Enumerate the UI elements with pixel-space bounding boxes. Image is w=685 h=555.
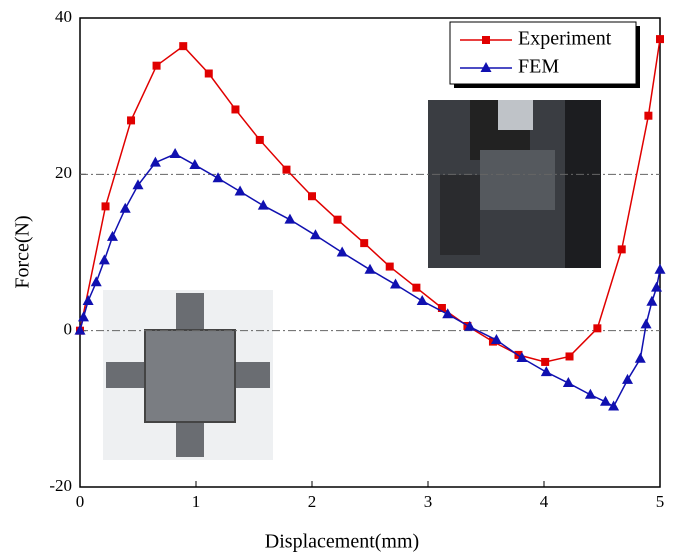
marker xyxy=(644,112,652,120)
marker xyxy=(541,358,549,366)
marker xyxy=(655,264,666,274)
marker xyxy=(231,105,239,113)
marker xyxy=(213,172,224,182)
marker xyxy=(334,216,342,224)
marker xyxy=(258,200,269,210)
marker xyxy=(360,239,368,247)
x-axis-title: Displacement(mm) xyxy=(265,531,419,553)
legend-label: Experiment xyxy=(518,28,612,50)
marker xyxy=(417,295,428,305)
marker xyxy=(635,353,646,363)
marker xyxy=(541,366,552,376)
marker xyxy=(310,229,321,239)
marker xyxy=(656,35,664,43)
marker xyxy=(618,245,626,253)
marker xyxy=(205,69,213,77)
marker xyxy=(189,159,200,169)
marker xyxy=(308,192,316,200)
x-tick-label: 0 xyxy=(76,492,85,511)
chart: ExperimentFEM Displacement(mm) Force(N) … xyxy=(0,0,685,555)
legend-label: FEM xyxy=(518,56,559,78)
x-tick-label: 1 xyxy=(192,492,201,511)
marker xyxy=(179,42,187,50)
y-tick-label: -20 xyxy=(49,476,72,495)
marker xyxy=(622,374,633,384)
marker xyxy=(412,284,420,292)
inset-photo-test-rig xyxy=(428,100,601,268)
marker xyxy=(83,295,94,305)
marker xyxy=(235,186,246,196)
legend: Experiment FEM xyxy=(450,22,640,88)
marker xyxy=(282,166,290,174)
marker xyxy=(641,318,652,328)
x-tick-label: 2 xyxy=(308,492,317,511)
y-tick-label: 0 xyxy=(64,320,73,339)
marker xyxy=(563,377,574,387)
inset-photo-specimen xyxy=(103,290,273,460)
marker xyxy=(107,231,118,241)
x-tick-label: 4 xyxy=(540,492,549,511)
marker xyxy=(585,389,596,399)
y-tick-label: 40 xyxy=(55,7,72,26)
marker xyxy=(120,203,131,213)
marker xyxy=(593,324,601,332)
marker xyxy=(337,247,348,257)
marker xyxy=(256,136,264,144)
marker xyxy=(91,276,102,286)
marker xyxy=(170,148,181,158)
marker xyxy=(102,202,110,210)
marker xyxy=(153,62,161,70)
marker xyxy=(284,214,295,224)
marker xyxy=(365,264,376,274)
marker xyxy=(482,36,490,44)
marker xyxy=(127,116,135,124)
x-tick-label: 5 xyxy=(656,492,665,511)
marker xyxy=(386,263,394,271)
y-axis-title: Force(N) xyxy=(12,215,34,288)
marker xyxy=(646,296,657,306)
y-tick-label: 20 xyxy=(55,163,72,182)
marker xyxy=(566,352,574,360)
marker xyxy=(99,254,110,264)
x-tick-label: 3 xyxy=(424,492,433,511)
marker xyxy=(390,279,401,289)
